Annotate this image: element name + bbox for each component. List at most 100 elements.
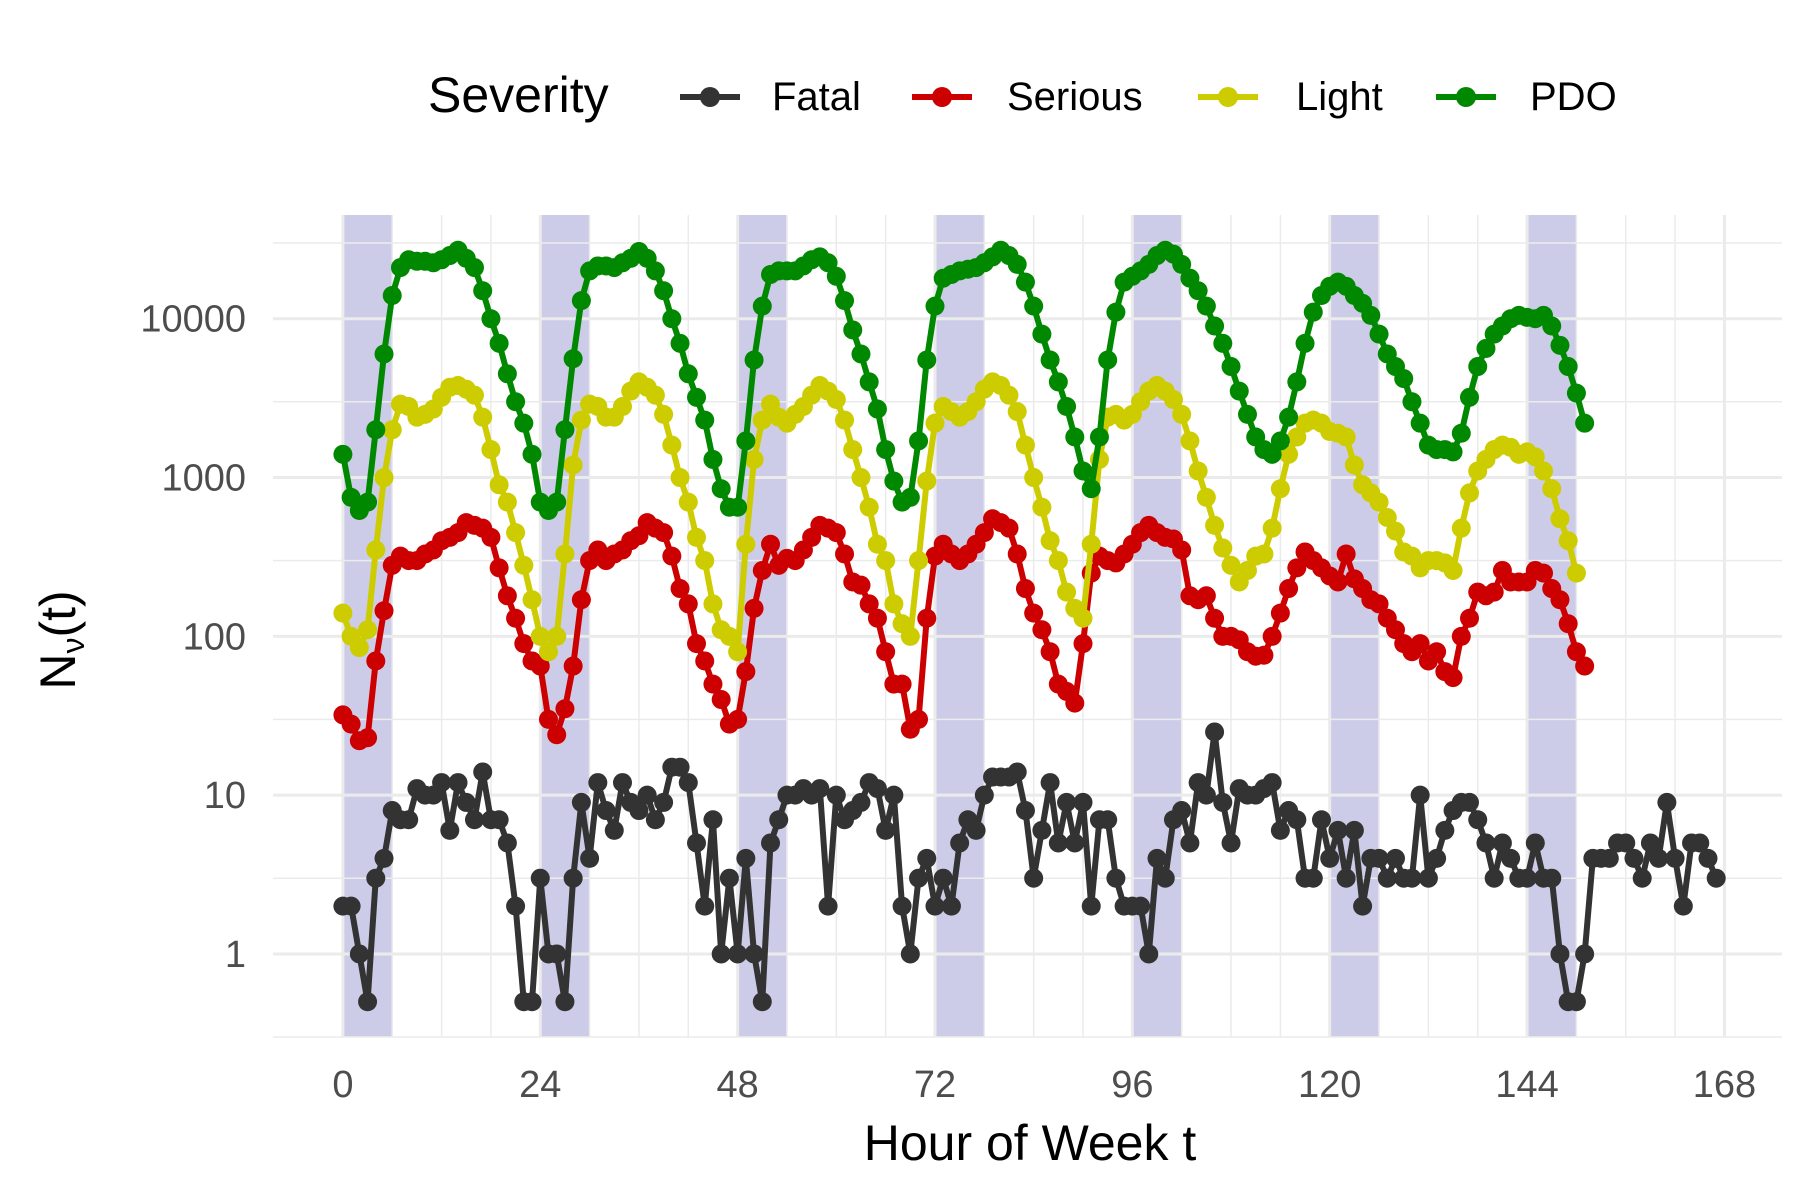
data-point [1073,608,1093,628]
data-point [687,387,707,407]
data-point [473,281,493,301]
data-point [1287,372,1307,392]
data-point [728,642,748,662]
data-point [1616,833,1636,853]
data-point [1673,896,1693,916]
data-point [1081,479,1101,499]
data-point [489,333,509,353]
data-point [464,385,484,405]
data-point [506,523,526,543]
data-point [1558,357,1578,377]
data-point [1048,833,1068,853]
data-point [1287,427,1307,447]
data-point [358,620,378,640]
data-point [1007,254,1027,274]
data-point [374,468,394,488]
data-point [1484,868,1504,888]
data-point [851,792,871,812]
data-point [703,674,723,694]
y-axis-ticks: 1 10 100 1000 10000 [140,299,246,976]
legend-label: Serious [1007,75,1143,119]
data-point [678,773,698,793]
data-point [1336,544,1356,564]
data-point [555,699,575,719]
data-point [1460,608,1480,628]
data-point [1311,810,1331,830]
data-point [1599,848,1619,868]
data-point [1320,848,1340,868]
data-point [637,785,657,805]
data-point [481,309,501,329]
data-point [1369,324,1389,344]
data-point [1237,560,1257,580]
data-point [1492,833,1512,853]
data-point [1180,833,1200,853]
data-point [695,651,715,671]
data-point [1196,487,1216,507]
data-point [711,944,731,964]
x-tick-label: 48 [716,1064,758,1106]
data-point [473,407,493,427]
data-point [909,551,929,571]
data-point [448,773,468,793]
data-point [1632,868,1652,888]
data-point [835,291,855,311]
data-point [1032,620,1052,640]
series-pdo [333,240,1595,521]
data-point [867,779,887,799]
data-point [1196,586,1216,606]
data-point [1213,538,1233,558]
data-point [744,449,764,469]
data-point [736,662,756,682]
data-point [1476,338,1496,358]
data-point [1624,848,1644,868]
legend-key-point [1456,87,1476,107]
y-tick-label: 100 [183,616,246,658]
data-point [1073,634,1093,654]
data-point [514,634,534,654]
data-point [925,296,945,316]
data-point [1098,810,1118,830]
data-point [1443,442,1463,462]
data-point [530,656,550,676]
x-tick-label: 24 [519,1064,561,1106]
data-point [835,410,855,430]
data-point [1196,785,1216,805]
data-point [432,773,452,793]
data-point [974,523,994,543]
data-point [1172,254,1192,274]
data-point [1525,447,1545,467]
data-point [473,762,493,782]
x-tick-label: 144 [1495,1064,1558,1106]
data-point [826,523,846,543]
data-point [1566,563,1586,583]
data-point [1015,579,1035,599]
data-point [1213,792,1233,812]
data-point [900,487,920,507]
data-point [1550,509,1570,529]
data-point [506,896,526,916]
y-axis-title-subscript: ν [55,638,91,654]
data-point [547,626,567,646]
series-layer [333,240,1726,1012]
data-point [876,820,896,840]
data-point [941,896,961,916]
night-band [934,215,985,1037]
data-point [514,555,534,575]
data-point [645,810,665,830]
data-point [1147,848,1167,868]
data-point [563,656,583,676]
data-point [1303,302,1323,322]
data-point [1024,603,1044,623]
data-point [1427,642,1447,662]
data-point [867,534,887,554]
data-point [1575,944,1595,964]
data-point [341,896,361,916]
data-point [1081,896,1101,916]
data-point [884,594,904,614]
data-point [1155,868,1175,888]
data-point [489,558,509,578]
data-point [876,440,896,460]
night-band [1329,215,1380,1037]
data-point [1353,896,1373,916]
